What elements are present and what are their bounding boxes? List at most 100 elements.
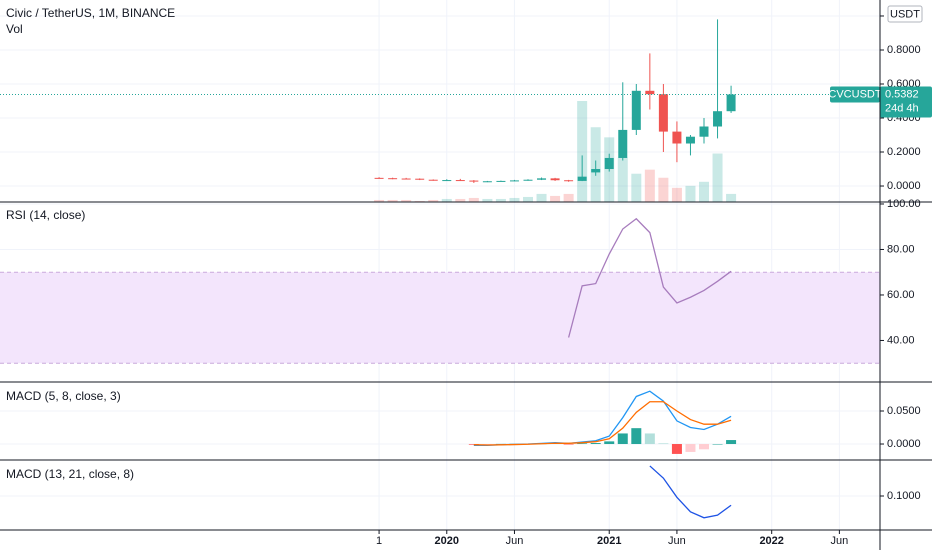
histogram-bar: [468, 444, 479, 445]
y-tick-label: 40.00: [887, 334, 915, 346]
pane-title: MACD (5, 8, close, 3): [6, 389, 121, 403]
x-tick-label: 2020: [435, 535, 459, 547]
x-tick-label: 2022: [759, 535, 783, 547]
volume-bar: [536, 193, 547, 202]
volume-bar: [712, 153, 723, 202]
x-tick-label: 1: [376, 535, 382, 547]
histogram-bar: [658, 443, 669, 445]
volume-bar: [631, 173, 642, 202]
volume-bar: [482, 198, 493, 202]
histogram-bar: [685, 444, 696, 452]
volume-bar: [428, 199, 439, 202]
candle-body: [388, 178, 398, 180]
volume-bar: [563, 193, 574, 202]
x-tick-label: Jun: [831, 535, 849, 547]
volume-bar: [387, 199, 398, 202]
grid: [0, 0, 880, 530]
histogram-bar: [631, 428, 642, 445]
candle-body: [415, 178, 425, 180]
volume-bar: [644, 169, 655, 202]
candle-body: [509, 180, 519, 182]
candle-body: [699, 126, 709, 137]
histogram-bar: [671, 444, 682, 454]
candle-body: [591, 169, 601, 173]
histogram-bar: [644, 433, 655, 445]
y-tick-label: 0.0000: [887, 180, 921, 192]
volume-bar: [726, 193, 737, 202]
candle-body: [672, 131, 682, 144]
volume-bar: [374, 199, 385, 202]
currency-box[interactable]: [887, 5, 923, 23]
volume-bar: [455, 198, 466, 202]
volume-bar: [401, 199, 412, 202]
candle-body: [537, 178, 547, 180]
candle-body: [631, 90, 641, 130]
marks: [0, 19, 880, 519]
y-tick-label: 0.8000: [887, 44, 921, 56]
candle-body: [726, 94, 736, 112]
volume-bar: [441, 198, 452, 202]
candle-body: [374, 177, 384, 179]
histogram-bar: [604, 441, 615, 445]
histogram-bar: [482, 444, 493, 445]
line: [649, 465, 732, 519]
price-tag: [880, 86, 932, 118]
volume-bar: [468, 197, 479, 202]
histogram-bar: [726, 440, 737, 445]
candle-body: [496, 180, 506, 182]
chart-title: Civic / TetherUS, 1M, BINANCE: [6, 6, 175, 20]
candle-body: [685, 136, 695, 144]
y-tick-label: 60.00: [887, 289, 915, 301]
x-tick-label: Jun: [668, 535, 686, 547]
y-tick-label: 80.00: [887, 243, 915, 255]
line: [567, 217, 732, 338]
volume-bar: [550, 195, 561, 202]
countdown-label: 24d 4h: [885, 102, 919, 114]
pane-title: MACD (13, 21, close, 8): [6, 467, 134, 481]
pane-title: RSI (14, close): [6, 208, 85, 222]
y-tick-label: 0.0000: [887, 438, 921, 450]
histogram-bar: [617, 433, 628, 445]
x-tick-label: Jun: [506, 535, 524, 547]
candle-body: [713, 111, 723, 127]
volume-bar: [509, 197, 520, 202]
y-tick-label: 0.1000: [887, 490, 921, 502]
volume-bar: [523, 196, 533, 202]
symbol-label: CVCUSDT: [828, 88, 881, 100]
candle-body: [428, 179, 438, 181]
candle-body: [604, 157, 614, 170]
y-tick-label: 0.0500: [887, 405, 921, 417]
volume-bar: [699, 181, 709, 202]
candle-body: [550, 178, 560, 181]
candle-body: [564, 180, 574, 182]
candle-body: [442, 180, 452, 182]
volume-bar: [685, 185, 696, 202]
symbol-tag: [830, 86, 880, 103]
candle-body: [455, 180, 465, 182]
volume-bar: [577, 101, 588, 202]
histogram-bar: [590, 443, 601, 445]
histogram-bar: [563, 444, 574, 445]
candle-body: [577, 176, 587, 181]
currency-label: USDT: [890, 8, 920, 20]
price-label: 0.5382: [885, 88, 919, 100]
histogram-bar: [577, 443, 588, 445]
candle-body: [618, 129, 628, 158]
volume-label: Vol: [6, 22, 23, 36]
rsi-band: [0, 272, 880, 364]
candle-body: [658, 94, 668, 132]
candle-body: [469, 180, 479, 182]
volume-bar: [671, 187, 682, 202]
volume-bar: [414, 200, 425, 202]
candle-body: [482, 181, 492, 183]
candle-body: [645, 90, 655, 95]
histogram-bar: [712, 444, 723, 445]
volume-bar: [658, 177, 669, 202]
volume-bar: [495, 198, 506, 202]
candle-body: [523, 179, 533, 181]
labels: 1 2020 Jun 2021 Jun 2022 Jun0.00000.20000.4000…: [376, 10, 932, 547]
line: [473, 401, 732, 446]
y-tick-label: 0.2000: [887, 146, 921, 158]
volume-bar: [617, 157, 628, 202]
